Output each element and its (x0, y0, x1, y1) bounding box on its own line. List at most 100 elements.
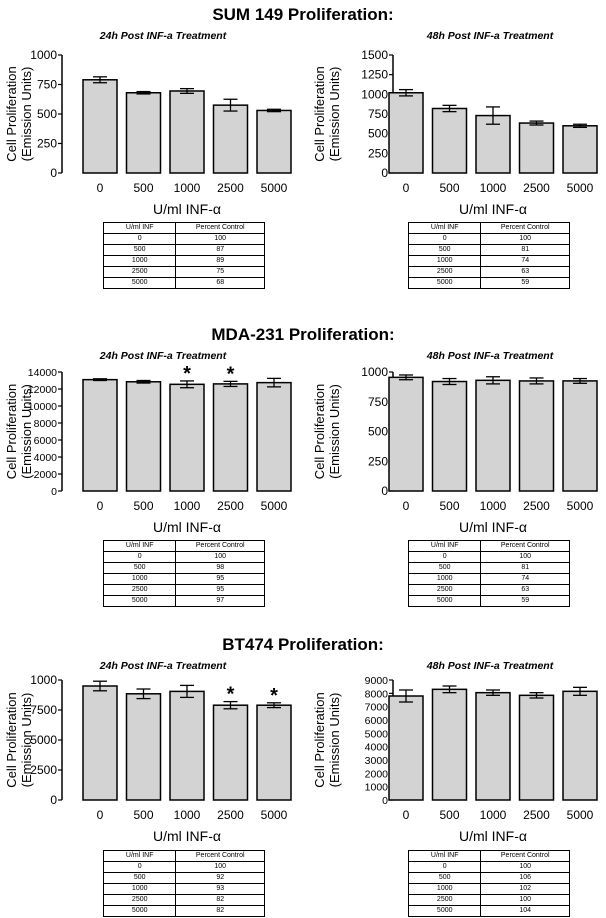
panel-subtitle: 48h Post INF-a Treatment (426, 350, 554, 362)
table-cell: 0 (407, 233, 482, 245)
bar (562, 125, 598, 174)
bar (125, 693, 162, 801)
y-tick-label: 1000 (365, 782, 389, 794)
table-cell: 100 (175, 861, 265, 873)
y-tick-label: 750 (37, 78, 57, 92)
bar (169, 90, 205, 174)
section-title: BT474 Proliferation: (222, 635, 384, 654)
bar (169, 690, 205, 801)
table-cell: 95 (175, 573, 265, 585)
bar (212, 104, 249, 174)
table-cell: 74 (480, 255, 570, 267)
percent-control-table: U/ml INF Percent Control 0 100 500 92 1000 93 25… (102, 850, 265, 917)
table-cell: 0 (102, 861, 177, 873)
y-tick-label: 0 (50, 793, 57, 807)
bar (256, 109, 292, 174)
table-cell: 100 (175, 233, 265, 245)
table-cell: 102 (480, 883, 570, 895)
table-cell: 75 (175, 266, 265, 278)
x-tick-label: 2500 (217, 181, 244, 195)
table-cell: 100 (480, 233, 570, 245)
x-axis-label: U/ml INF-α (153, 201, 221, 217)
bar (256, 704, 292, 801)
y-axis-label: (Emission Units) (327, 693, 342, 788)
y-tick-label: 250 (368, 454, 388, 468)
table-cell: 93 (175, 883, 265, 895)
table-cell: 500 (407, 562, 482, 574)
x-tick-label: 2500 (523, 808, 550, 822)
table-cell: 106 (480, 872, 570, 884)
table-cell: 500 (102, 562, 177, 574)
table-header-cell: U/ml INF (102, 850, 177, 862)
x-tick-label: 0 (403, 808, 410, 822)
y-tick-label: 0 (50, 166, 57, 180)
significance-star: * (227, 684, 235, 706)
table-header-cell: U/ml INF (102, 540, 177, 552)
table-cell: 89 (175, 255, 265, 267)
y-axis-label: (Emission Units) (19, 384, 34, 479)
significance-star: * (227, 363, 235, 385)
y-tick-label: 6000 (365, 715, 389, 727)
x-tick-label: 2500 (217, 499, 244, 513)
percent-control-table: U/ml INF Percent Control 0 100 500 81 1000 74 25… (407, 222, 570, 289)
table-header-cell: Percent Control (175, 222, 265, 234)
table-cell: 82 (175, 894, 265, 906)
bar (82, 378, 118, 492)
table-cell: 100 (480, 551, 570, 563)
table-cell: 100 (175, 551, 265, 563)
y-tick-label: 0 (51, 486, 57, 498)
table-cell: 5000 (102, 905, 177, 917)
y-tick-label: 4000 (34, 452, 58, 464)
x-tick-label: 1000 (174, 808, 201, 822)
table-row: 5000 68 (102, 277, 265, 289)
table-row: 500 98 (102, 562, 265, 574)
significance-star: * (270, 685, 278, 707)
panel-subtitle: 48h Post INF-a Treatment (426, 30, 554, 42)
table-cell: 95 (175, 584, 265, 596)
table-row: 2500 82 (102, 894, 265, 906)
y-axis-label: Cell Proliferation (312, 384, 327, 479)
table-row: 5000 82 (102, 905, 265, 917)
x-tick-label: 500 (133, 181, 153, 195)
table-cell: 2500 (102, 584, 177, 596)
y-tick-label: 500 (368, 425, 388, 439)
bar (388, 376, 424, 492)
table-row: 0 100 (102, 551, 265, 563)
x-tick-label: 1000 (480, 181, 507, 195)
bar (518, 380, 555, 492)
table-cell: 81 (480, 562, 570, 574)
table-cell: 87 (175, 244, 265, 256)
x-tick-label: 500 (133, 808, 153, 822)
table-cell: 74 (480, 573, 570, 585)
table-row: 2500 100 (407, 894, 570, 906)
y-tick-label: 1000 (361, 87, 388, 101)
y-axis-label: Cell Proliferation (4, 384, 19, 479)
percent-control-table: U/ml INF Percent Control 0 100 500 106 1000 102… (407, 850, 570, 917)
table-cell: 0 (102, 551, 177, 563)
table-row: 2500 95 (102, 584, 265, 596)
table-header-row: U/ml INF Percent Control (407, 850, 570, 862)
y-tick-label: 0 (381, 484, 388, 498)
table-header-row: U/ml INF Percent Control (102, 540, 265, 552)
table-cell: 1000 (407, 573, 482, 585)
table-header-cell: Percent Control (175, 540, 265, 552)
y-tick-label: 0 (381, 166, 388, 180)
table-row: 500 87 (102, 244, 265, 256)
percent-control-table: U/ml INF Percent Control 0 100 500 81 1000 74 25… (407, 540, 570, 607)
y-tick-label: 9000 (365, 675, 389, 687)
x-tick-label: 500 (439, 808, 459, 822)
y-axis-label: (Emission Units) (327, 67, 342, 162)
bar (562, 690, 598, 801)
y-tick-label: 8000 (34, 418, 58, 430)
table-row: 1000 95 (102, 573, 265, 585)
y-tick-label: 500 (37, 107, 57, 121)
table-row: 1000 93 (102, 883, 265, 895)
table-row: 0 100 (102, 233, 265, 245)
table-cell: 0 (407, 551, 482, 563)
table-cell: 2500 (407, 584, 482, 596)
table-header-cell: U/ml INF (407, 540, 482, 552)
y-tick-label: 1500 (361, 48, 388, 62)
table-cell: 2500 (407, 266, 482, 278)
